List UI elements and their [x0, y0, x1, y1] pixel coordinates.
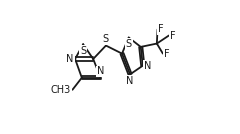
- Text: N: N: [97, 66, 104, 76]
- Text: F: F: [163, 49, 169, 59]
- Text: N: N: [126, 76, 134, 86]
- Text: F: F: [158, 25, 164, 34]
- Text: N: N: [66, 54, 74, 64]
- Text: S: S: [103, 34, 109, 44]
- Text: N: N: [144, 61, 151, 71]
- Text: CH3: CH3: [51, 85, 71, 95]
- Text: S: S: [126, 39, 132, 49]
- Text: F: F: [170, 31, 175, 40]
- Text: S: S: [80, 46, 86, 56]
